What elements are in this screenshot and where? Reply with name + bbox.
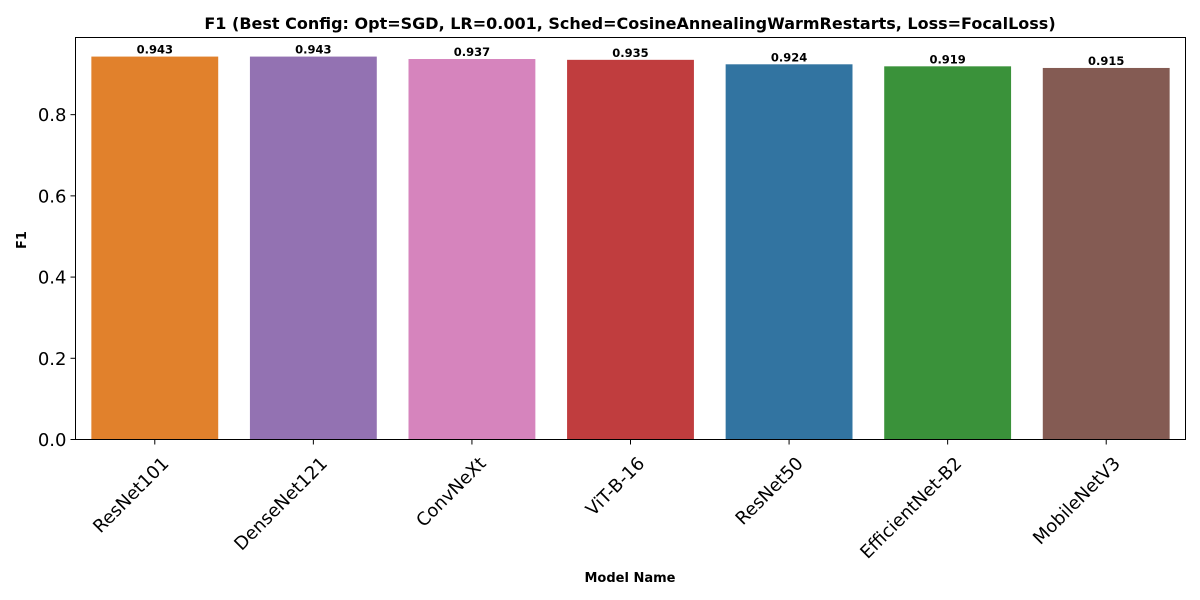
bar-resnet101 — [91, 56, 219, 440]
data-label: 0.943 — [295, 43, 331, 57]
x-axis-label: Model Name — [585, 571, 676, 586]
y-tick-label: 0.4 — [38, 268, 67, 289]
y-ticks-group: 0.0 0.2 0.4 0.6 0.8 — [38, 105, 76, 451]
axes-frame — [75, 37, 1186, 440]
bar-efficientnet-b2 — [884, 66, 1012, 440]
bar-vit-b-16 — [567, 59, 694, 440]
data-label: 0.935 — [612, 46, 648, 60]
x-tick-label: ViT-B-16 — [582, 453, 649, 520]
x-tick-label: MobileNetV3 — [1029, 453, 1125, 549]
y-tick-label: 0.8 — [38, 105, 67, 126]
data-label: 0.919 — [929, 52, 965, 66]
y-tick-label: 0.6 — [38, 186, 67, 207]
y-axis-label: F1 — [15, 231, 30, 249]
bar-convnext — [408, 59, 536, 440]
data-labels-group: 0.943 0.943 0.937 0.935 0.924 0.919 0.915 — [137, 43, 1125, 68]
data-label: 0.943 — [137, 43, 173, 57]
y-tick-label: 0.0 — [38, 430, 67, 451]
data-label: 0.937 — [454, 45, 490, 59]
bar-mobilenetv3 — [1042, 67, 1170, 440]
chart-title: F1 (Best Config: Opt=SGD, LR=0.001, Sche… — [204, 14, 1055, 33]
bar-resnet50 — [725, 64, 853, 440]
bar-densenet121 — [249, 56, 377, 440]
x-ticks-group: ResNet101 DenseNet121 ConvNeXt ViT-B-16 ResN… — [89, 439, 1125, 563]
x-tick-label: EfficientNet-B2 — [856, 453, 966, 563]
x-tick-label: DenseNet121 — [230, 453, 332, 555]
data-label: 0.924 — [771, 50, 807, 64]
bars-group — [91, 56, 1170, 440]
y-tick-label: 0.2 — [38, 349, 67, 370]
x-tick-label: ResNet101 — [89, 453, 173, 537]
data-label: 0.915 — [1088, 54, 1124, 68]
x-tick-label: ConvNeXt — [412, 453, 490, 531]
x-tick-label: ResNet50 — [732, 453, 808, 529]
